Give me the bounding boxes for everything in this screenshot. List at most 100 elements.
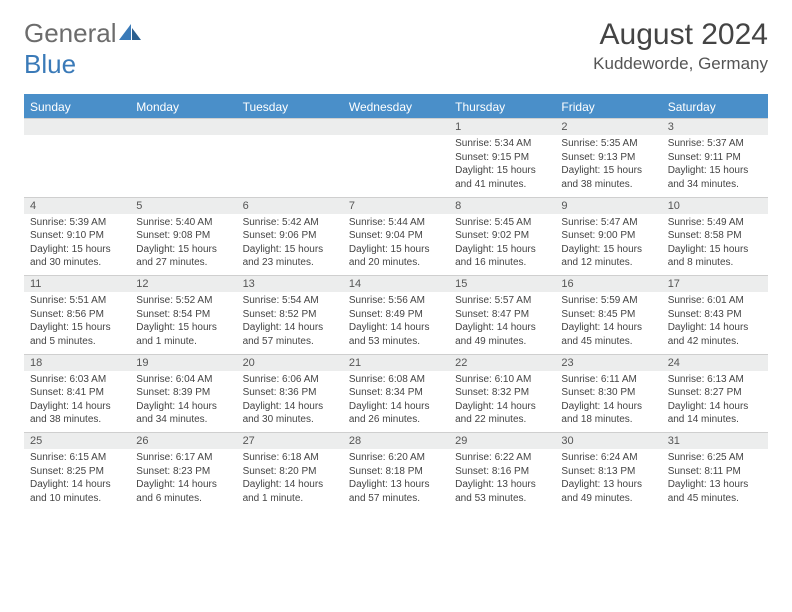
daynum-cell: 31 (662, 433, 768, 450)
sunrise-text: Sunrise: 5:54 AM (243, 294, 337, 308)
daylight-text: Daylight: 15 hours and 5 minutes. (30, 321, 124, 348)
sunset-text: Sunset: 8:11 PM (668, 465, 762, 479)
daynum-cell: 3 (662, 119, 768, 136)
logo-text-blue: Blue (24, 49, 76, 79)
logo-text: GeneralBlue (24, 18, 143, 80)
day-cell: Sunrise: 5:49 AMSunset: 8:58 PMDaylight:… (662, 214, 768, 276)
day-cell: Sunrise: 6:24 AMSunset: 8:13 PMDaylight:… (555, 449, 661, 511)
daylight-text: Daylight: 14 hours and 34 minutes. (136, 400, 230, 427)
day-cell: Sunrise: 6:03 AMSunset: 8:41 PMDaylight:… (24, 371, 130, 433)
day-content: Sunrise: 6:11 AMSunset: 8:30 PMDaylight:… (555, 371, 661, 431)
sunset-text: Sunset: 9:02 PM (455, 229, 549, 243)
day-content: Sunrise: 6:06 AMSunset: 8:36 PMDaylight:… (237, 371, 343, 431)
daylight-text: Daylight: 14 hours and 18 minutes. (561, 400, 655, 427)
sunset-text: Sunset: 8:49 PM (349, 308, 443, 322)
day-number: 23 (555, 355, 661, 371)
day-content: Sunrise: 6:10 AMSunset: 8:32 PMDaylight:… (449, 371, 555, 431)
day-cell: Sunrise: 5:40 AMSunset: 9:08 PMDaylight:… (130, 214, 236, 276)
day-number: 14 (343, 276, 449, 292)
day-cell: Sunrise: 5:44 AMSunset: 9:04 PMDaylight:… (343, 214, 449, 276)
day-number: 9 (555, 198, 661, 214)
daynum-cell: 17 (662, 276, 768, 293)
sunset-text: Sunset: 8:25 PM (30, 465, 124, 479)
day-cell: Sunrise: 6:13 AMSunset: 8:27 PMDaylight:… (662, 371, 768, 433)
sunset-text: Sunset: 8:30 PM (561, 386, 655, 400)
day-number: 16 (555, 276, 661, 292)
daylight-text: Daylight: 13 hours and 53 minutes. (455, 478, 549, 505)
day-number (343, 119, 449, 123)
daynum-cell: 10 (662, 197, 768, 214)
daylight-text: Daylight: 14 hours and 6 minutes. (136, 478, 230, 505)
sunrise-text: Sunrise: 6:22 AM (455, 451, 549, 465)
day-content: Sunrise: 5:39 AMSunset: 9:10 PMDaylight:… (24, 214, 130, 274)
day-content: Sunrise: 5:45 AMSunset: 9:02 PMDaylight:… (449, 214, 555, 274)
sunrise-text: Sunrise: 6:01 AM (668, 294, 762, 308)
day-content: Sunrise: 5:57 AMSunset: 8:47 PMDaylight:… (449, 292, 555, 352)
sunrise-text: Sunrise: 6:13 AM (668, 373, 762, 387)
sunrise-text: Sunrise: 6:17 AM (136, 451, 230, 465)
daynum-cell: 4 (24, 197, 130, 214)
weekday-header: Saturday (662, 96, 768, 119)
day-cell (24, 135, 130, 197)
sunrise-text: Sunrise: 6:11 AM (561, 373, 655, 387)
day-cell: Sunrise: 6:11 AMSunset: 8:30 PMDaylight:… (555, 371, 661, 433)
month-title: August 2024 (593, 18, 768, 52)
daynum-cell: 12 (130, 276, 236, 293)
daylight-text: Daylight: 14 hours and 10 minutes. (30, 478, 124, 505)
daynum-cell: 15 (449, 276, 555, 293)
daynum-cell: 6 (237, 197, 343, 214)
daynum-cell: 16 (555, 276, 661, 293)
day-content: Sunrise: 5:52 AMSunset: 8:54 PMDaylight:… (130, 292, 236, 352)
sunset-text: Sunset: 9:04 PM (349, 229, 443, 243)
daylight-text: Daylight: 14 hours and 30 minutes. (243, 400, 337, 427)
sunrise-text: Sunrise: 6:20 AM (349, 451, 443, 465)
daylight-text: Daylight: 14 hours and 38 minutes. (30, 400, 124, 427)
day-content: Sunrise: 6:22 AMSunset: 8:16 PMDaylight:… (449, 449, 555, 509)
day-cell: Sunrise: 5:57 AMSunset: 8:47 PMDaylight:… (449, 292, 555, 354)
daynum-cell: 24 (662, 354, 768, 371)
day-number (237, 119, 343, 123)
calendar-body: 123Sunrise: 5:34 AMSunset: 9:15 PMDaylig… (24, 119, 768, 512)
day-number: 18 (24, 355, 130, 371)
sunset-text: Sunset: 8:13 PM (561, 465, 655, 479)
daylight-text: Daylight: 13 hours and 45 minutes. (668, 478, 762, 505)
daynum-cell: 26 (130, 433, 236, 450)
daynum-cell: 9 (555, 197, 661, 214)
daylight-text: Daylight: 15 hours and 20 minutes. (349, 243, 443, 270)
day-content: Sunrise: 5:49 AMSunset: 8:58 PMDaylight:… (662, 214, 768, 274)
day-content: Sunrise: 5:47 AMSunset: 9:00 PMDaylight:… (555, 214, 661, 274)
daynum-row: 18192021222324 (24, 354, 768, 371)
day-number: 8 (449, 198, 555, 214)
header: GeneralBlue August 2024 Kuddeworde, Germ… (24, 18, 768, 80)
sunrise-text: Sunrise: 5:47 AM (561, 216, 655, 230)
day-number: 17 (662, 276, 768, 292)
weekday-header-row: Sunday Monday Tuesday Wednesday Thursday… (24, 96, 768, 119)
daylight-text: Daylight: 14 hours and 42 minutes. (668, 321, 762, 348)
day-number: 22 (449, 355, 555, 371)
day-cell: Sunrise: 5:52 AMSunset: 8:54 PMDaylight:… (130, 292, 236, 354)
sail-icon (117, 22, 143, 42)
sunset-text: Sunset: 8:36 PM (243, 386, 337, 400)
weekday-header: Sunday (24, 96, 130, 119)
day-cell: Sunrise: 5:42 AMSunset: 9:06 PMDaylight:… (237, 214, 343, 276)
sunset-text: Sunset: 8:58 PM (668, 229, 762, 243)
sunset-text: Sunset: 8:23 PM (136, 465, 230, 479)
day-number: 3 (662, 119, 768, 135)
day-cell: Sunrise: 6:06 AMSunset: 8:36 PMDaylight:… (237, 371, 343, 433)
day-number: 19 (130, 355, 236, 371)
weekday-header: Friday (555, 96, 661, 119)
daynum-row: 123 (24, 119, 768, 136)
weekday-header: Tuesday (237, 96, 343, 119)
daylight-text: Daylight: 14 hours and 49 minutes. (455, 321, 549, 348)
day-content: Sunrise: 6:04 AMSunset: 8:39 PMDaylight:… (130, 371, 236, 431)
sunset-text: Sunset: 8:56 PM (30, 308, 124, 322)
daynum-cell: 14 (343, 276, 449, 293)
day-content: Sunrise: 5:42 AMSunset: 9:06 PMDaylight:… (237, 214, 343, 274)
day-cell: Sunrise: 5:35 AMSunset: 9:13 PMDaylight:… (555, 135, 661, 197)
daylight-text: Daylight: 14 hours and 14 minutes. (668, 400, 762, 427)
daynum-cell: 18 (24, 354, 130, 371)
day-cell: Sunrise: 5:56 AMSunset: 8:49 PMDaylight:… (343, 292, 449, 354)
week-row: Sunrise: 6:15 AMSunset: 8:25 PMDaylight:… (24, 449, 768, 511)
daynum-cell: 20 (237, 354, 343, 371)
day-number: 26 (130, 433, 236, 449)
